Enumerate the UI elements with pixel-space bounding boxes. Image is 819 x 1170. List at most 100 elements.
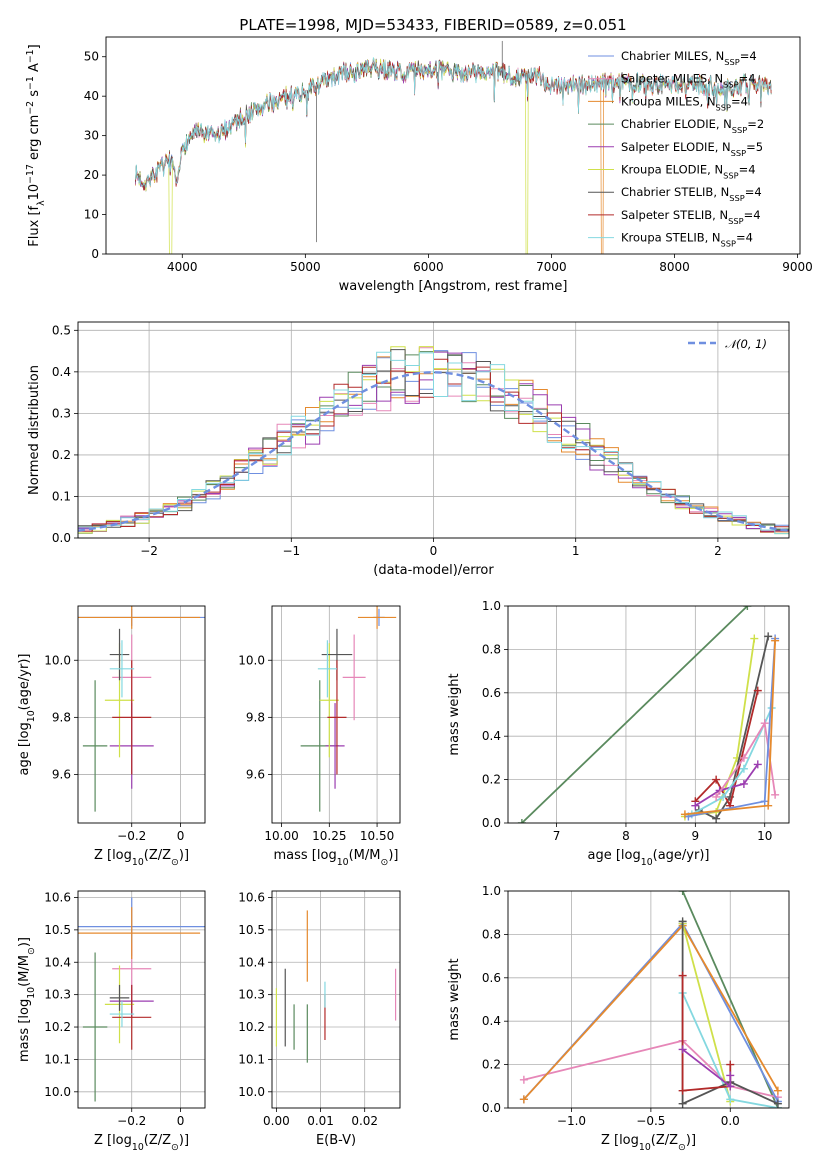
x-tick-label: −0.5 — [636, 1114, 665, 1128]
mass-weight-marker — [678, 1099, 687, 1108]
y-tick-label: 10.0 — [44, 1085, 71, 1099]
y-axis-label: mass [log10(M/M⊙)] — [17, 937, 37, 1062]
weight_vs_age-panel: 7 8 9 10 0.0 0.2 0.4 0.6 0.8 1.0 age [log10(age/yr… — [447, 599, 790, 868]
y-tick-label: 10.6 — [44, 890, 71, 904]
y-tick-label: 0.6 — [482, 686, 501, 700]
legend-entry: Chabrier STELIB, NSSP=4 — [621, 185, 762, 203]
x-tick-label: 0.01 — [307, 1114, 334, 1128]
mass-weight-marker — [719, 792, 728, 801]
mass-weight-line — [694, 690, 759, 809]
mass-weight-marker — [726, 1071, 735, 1080]
mass-weight-marker — [771, 790, 780, 799]
plot-frame — [271, 890, 401, 1109]
y-tick-label: 10.5 — [44, 923, 71, 937]
plot-frame — [507, 605, 790, 824]
x-axis-label: Z [log10(Z/Z⊙)] — [601, 1133, 696, 1153]
y-axis-label: Normed distribution — [27, 365, 42, 495]
x-axis-label: Z [log10(Z/Z⊙)] — [94, 1133, 189, 1153]
y-tick-label: 10.1 — [238, 1052, 265, 1066]
x-tick-label: 2 — [714, 544, 722, 558]
y-tick-label: 0.0 — [482, 816, 501, 830]
x-tick-label: 0.02 — [351, 1114, 378, 1128]
x-tick-label: 5000 — [290, 260, 321, 274]
spectrum-line-salpeter-stelib — [135, 59, 772, 191]
weight_vs_Z-marks — [519, 891, 782, 1108]
mass-weight-marker — [678, 891, 687, 895]
legend-entry: Kroupa STELIB, NSSP=4 — [621, 231, 753, 249]
y-tick-label: 9.6 — [246, 767, 265, 781]
x-tick-label: 9 — [692, 829, 700, 843]
mass_vs_Z-panel: −0.2 0 10.0 10.1 10.2 10.3 10.4 10.5 10.6 Z [log1… — [17, 890, 206, 1153]
y-tick-label: 0.4 — [482, 1014, 501, 1028]
legend-entry: Salpeter MILES, NSSP=4 — [621, 72, 756, 90]
y-tick-label: 0.2 — [482, 1058, 501, 1072]
y-tick-label: 10.3 — [44, 988, 71, 1002]
mass-weight-marker — [678, 1045, 687, 1054]
weight_vs_age-marks — [517, 606, 780, 823]
mass-weight-line — [698, 636, 770, 820]
mass-weight-marker — [678, 971, 687, 980]
mass-weight-marker — [753, 686, 762, 695]
x-tick-label: 10.25 — [312, 829, 346, 843]
y-axis-label: Flux [fλ10−17 erg cm−2 s−1 A−1] — [25, 44, 47, 246]
plot-frame — [271, 605, 401, 824]
legend-entry: Kroupa MILES, NSSP=4 — [621, 94, 748, 112]
mass-weight-marker — [712, 775, 721, 784]
plot-frame — [507, 890, 790, 1109]
x-tick-label: 0.00 — [263, 1114, 290, 1128]
mass-weight-marker — [760, 719, 769, 728]
x-tick-label: −1.0 — [557, 1114, 586, 1128]
mass-weight-line — [521, 606, 749, 823]
y-tick-label: 50 — [84, 50, 99, 64]
y-tick-label: 0.8 — [482, 642, 501, 656]
chart-layer: 4000 5000 6000 7000 8000 900001020304050wavel… — [17, 36, 813, 1153]
y-axis-label: mass weight — [447, 958, 462, 1040]
weight_vs_Z-panel: −1.0 −0.5 0.0 0.0 0.2 0.4 0.6 0.8 1.0 Z [log10(Z/… — [447, 884, 790, 1153]
x-axis-label: wavelength [Angstrom, rest frame] — [339, 279, 568, 294]
x-tick-label: −1 — [282, 544, 300, 558]
y-tick-label: 9.8 — [52, 710, 71, 724]
x-axis-label: mass [log10(M/M⊙)] — [274, 848, 399, 868]
mass-weight-marker — [678, 917, 687, 926]
y-tick-label: 10.5 — [238, 923, 265, 937]
x-tick-label: 7000 — [536, 260, 567, 274]
age_vs_mass-panel: 10.00 10.25 10.50 9.6 9.8 10.0 mass [log10(M/M… — [238, 605, 401, 868]
mass_vs_ebv-marks — [275, 910, 397, 1063]
y-tick-label: 1.0 — [482, 884, 501, 898]
x-tick-label: 9000 — [782, 260, 813, 274]
y-tick-label: 10.0 — [238, 653, 265, 667]
y-axis-label: mass weight — [447, 673, 462, 755]
mass-weight-marker — [753, 760, 762, 769]
y-tick-label: 30 — [84, 129, 99, 143]
y-tick-label: 10.1 — [44, 1052, 71, 1066]
x-axis-label: (data-model)/error — [373, 563, 494, 578]
x-tick-label: 0.0 — [721, 1114, 740, 1128]
y-tick-label: 1.0 — [482, 599, 501, 613]
x-tick-label: 7 — [553, 829, 561, 843]
mass-weight-marker — [712, 792, 721, 801]
x-tick-label: 10 — [757, 829, 772, 843]
mass_vs_Z-marks — [78, 897, 205, 1102]
x-tick-label: 10.00 — [264, 829, 298, 843]
mass-weight-marker — [771, 636, 780, 645]
y-tick-label: 0.3 — [52, 406, 71, 420]
residuals-marks — [78, 346, 789, 538]
age_vs_Z-marks — [78, 606, 205, 812]
x-tick-label: 8 — [622, 829, 630, 843]
y-tick-label: 0.1 — [52, 489, 71, 503]
plot-frame — [105, 36, 801, 255]
legend-entry: 𝒩(0, 1) — [725, 337, 767, 351]
mass-weight-marker — [760, 797, 769, 806]
x-tick-label: 1 — [572, 544, 580, 558]
mass-weight-marker — [712, 814, 721, 823]
mass_vs_ebv-panel: 0.00 0.01 0.02 10.0 10.1 10.2 10.3 10.4 10.5 10.6… — [238, 890, 401, 1148]
mass-weight-marker — [726, 1082, 735, 1091]
x-axis-label: Z [log10(Z/Z⊙)] — [94, 848, 189, 868]
mass-weight-marker — [678, 1086, 687, 1095]
y-tick-label: 9.6 — [52, 767, 71, 781]
y-tick-label: 10.0 — [238, 1085, 265, 1099]
y-tick-label: 9.8 — [246, 710, 265, 724]
y-tick-label: 0.6 — [482, 971, 501, 985]
x-axis-label: E(B-V) — [316, 1133, 356, 1148]
